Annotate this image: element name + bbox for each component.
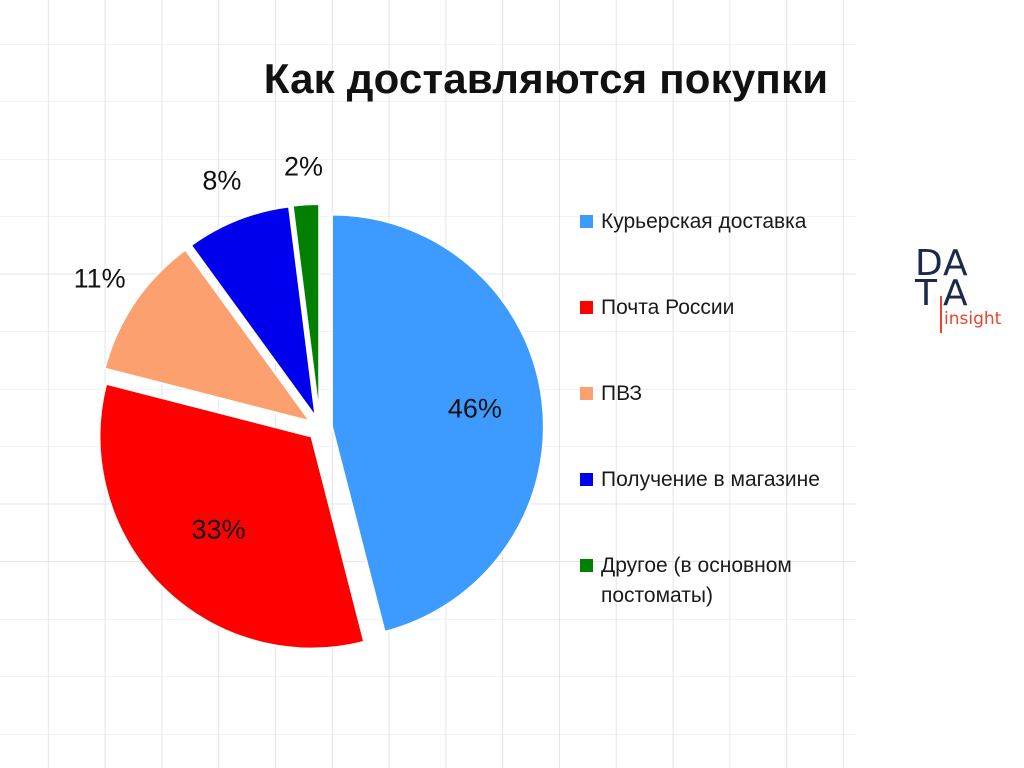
pie-slice (103, 248, 313, 423)
logo-letter: D (915, 243, 943, 284)
data-insight-logo: D A T A insight (915, 243, 1024, 333)
legend-item: Курьерская доставка (580, 207, 850, 293)
legend-item: Почта России (580, 293, 850, 379)
legend-swatch (580, 215, 593, 228)
logo-letter: A (943, 273, 968, 314)
slice-value-label: 11% (74, 263, 126, 293)
legend-swatch (580, 473, 593, 486)
pie-slice (98, 382, 366, 650)
legend-item: Получение в магазине (580, 465, 850, 551)
legend-label: Курьерская доставка (601, 210, 807, 233)
legend-label: Почта России (601, 296, 735, 319)
logo-letter: A (943, 243, 968, 284)
pie-chart: 46% 33% 11% 8% 2% (74, 151, 545, 650)
legend-swatch (580, 559, 593, 572)
legend-item: ПВЗ (580, 379, 850, 465)
chart-legend: Курьерская доставка Почта России ПВЗ Получе… (580, 207, 850, 637)
logo-letter: T (915, 273, 937, 314)
pie-slice (330, 213, 545, 634)
slice-value-label: 33% (192, 514, 246, 544)
legend-label: Получение в магазине (601, 468, 820, 491)
legend-swatch (580, 387, 593, 400)
logo-word: insight (944, 309, 1002, 329)
chart-title: Как доставляются покупки (263, 55, 829, 102)
legend-swatch (580, 301, 593, 314)
legend-item: Другое (в основном постоматы) (580, 551, 850, 637)
logo-accent-bar (940, 296, 942, 333)
slice-value-label: 2% (284, 151, 323, 181)
slice-value-label: 8% (202, 165, 241, 195)
slice-value-label: 46% (448, 393, 502, 423)
legend-label: Другое (в основном постоматы) (601, 554, 792, 607)
right-panel (856, 0, 1024, 768)
pie-slice (291, 203, 321, 417)
legend-label: ПВЗ (601, 382, 643, 405)
pie-slice (189, 205, 317, 418)
